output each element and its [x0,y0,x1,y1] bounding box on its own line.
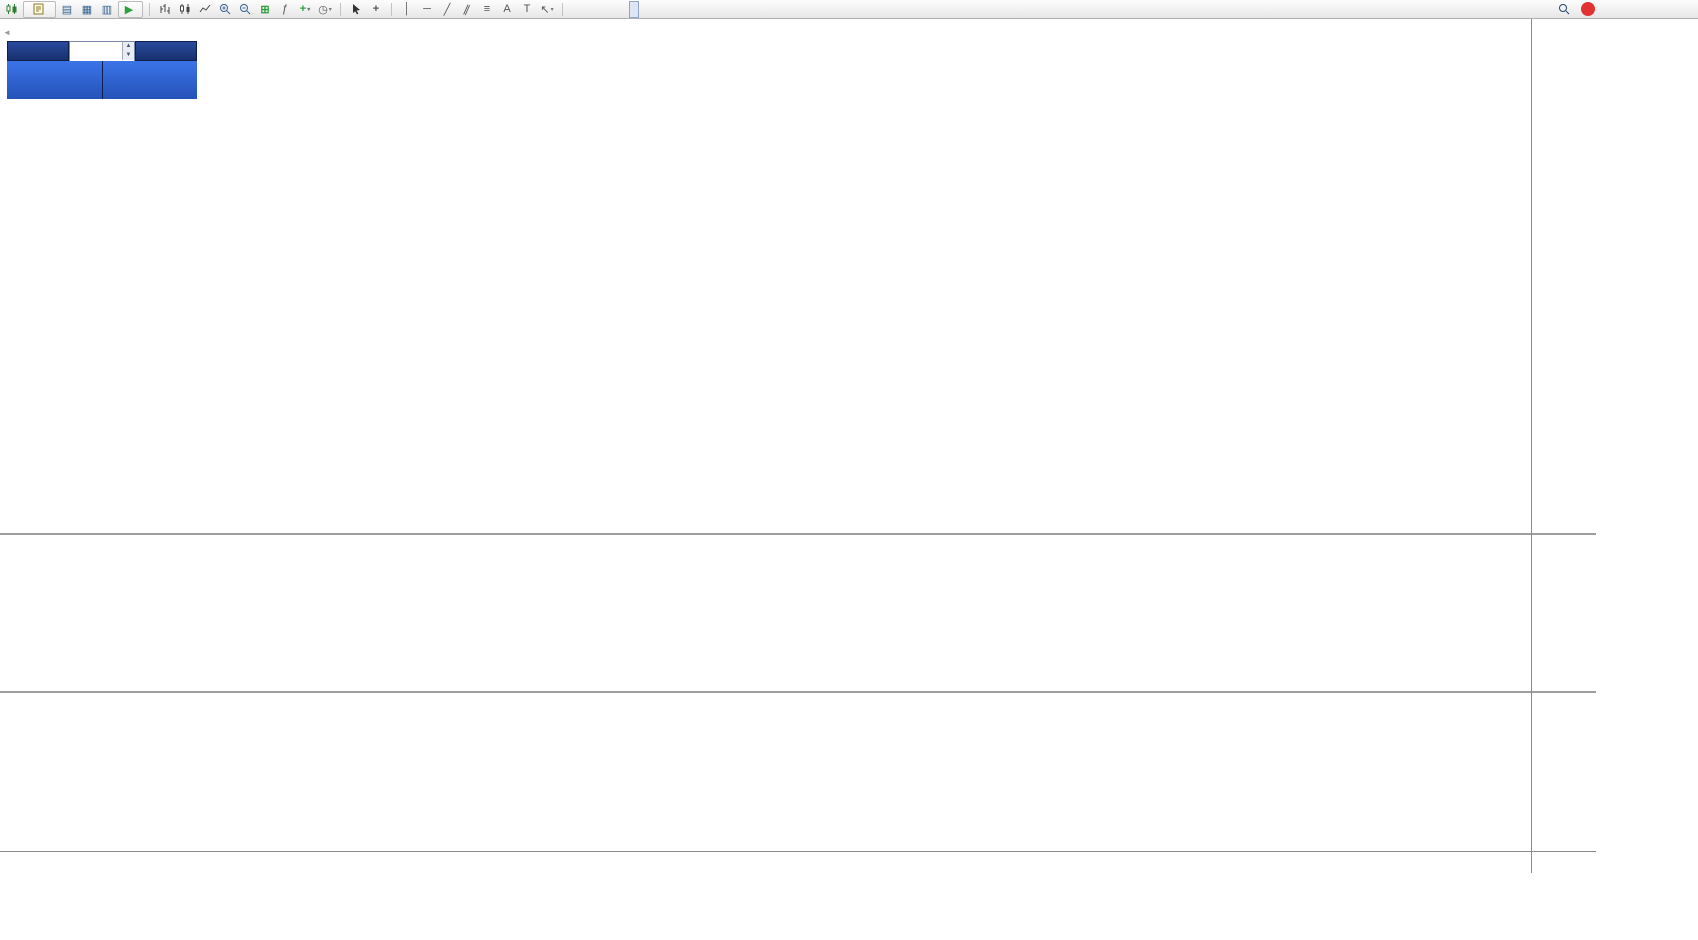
toolbar: ▤ ▦ ▥ ▶ ⊞ ƒ + ▾ ◷ ▾ + │ ─ ╱ ∥ ≡ A T ↖ ▾ [0,0,1698,19]
toolbar-separator [391,2,392,16]
arrows-tool-icon[interactable]: ↖ ▾ [540,3,554,16]
toolbar-separator [149,2,150,16]
timeframe-mn[interactable] [665,1,675,18]
crosshair-icon[interactable]: + [372,3,380,15]
timeframe-h1[interactable] [617,1,627,18]
text-icon[interactable]: A [503,3,511,15]
one-click-trading-panel: ▲ ▼ [7,41,197,99]
cursor-icon[interactable] [347,1,365,17]
bid-price-panel[interactable] [7,61,102,99]
ask-price-panel[interactable] [102,61,197,99]
data-window-icon[interactable]: ▦ [81,3,93,16]
timeframe-m5[interactable] [581,1,591,18]
new-chart-icon[interactable] [3,1,21,17]
toolbar-separator [340,2,341,16]
fibonacci-icon[interactable]: ≡ [483,3,491,15]
new-order-icon [29,1,47,17]
market-watch-icon[interactable]: ▤ [61,3,73,16]
candlestick-icon[interactable] [176,1,194,17]
timeframe-m1[interactable] [569,1,579,18]
volume-stepper: ▲ ▼ [122,42,134,60]
pane-separator-rsi[interactable] [0,691,1596,693]
timeframe-h4[interactable] [629,0,639,18]
new-order-button[interactable] [23,0,56,18]
time-axis-border [0,851,1596,852]
indicators-icon[interactable]: ƒ [281,3,289,15]
line-chart-icon[interactable] [196,1,214,17]
tile-windows-icon[interactable]: ⊞ [260,3,270,16]
timeframe-w1[interactable] [653,1,663,18]
chart-canvas[interactable] [0,0,1531,851]
one-click-toggle-icon[interactable]: ◄ [3,28,11,37]
trendline-icon[interactable]: ╱ [443,3,451,16]
sell-button[interactable] [7,41,69,61]
channel-icon[interactable]: ∥ [461,2,472,17]
zoom-out-icon[interactable] [236,1,254,17]
volume-up-icon[interactable]: ▲ [123,42,134,51]
periods-icon[interactable]: ◷ ▾ [318,3,332,16]
navigator-icon[interactable]: ▥ [101,3,113,16]
pane-separator-macd[interactable] [0,533,1596,535]
label-icon[interactable]: T [523,3,531,15]
volume-input[interactable] [70,43,134,61]
zoom-in-icon[interactable] [216,1,234,17]
autotrading-button[interactable]: ▶ [118,0,143,18]
notification-badge[interactable] [1581,2,1595,16]
buy-button[interactable] [135,41,197,61]
volume-box: ▲ ▼ [69,41,135,61]
search-icon[interactable] [1555,1,1573,17]
timeframe-m30[interactable] [605,1,615,18]
add-indicator-icon[interactable]: + ▾ [299,3,311,15]
price-axis-border [1531,19,1532,873]
timeframe-m15[interactable] [593,1,603,18]
bar-chart-icon[interactable] [156,1,174,17]
toolbar-separator [562,2,563,16]
volume-down-icon[interactable]: ▼ [123,51,134,60]
autotrading-play-icon: ▶ [124,3,134,16]
timeframe-d1[interactable] [641,1,651,18]
horizontal-line-icon[interactable]: ─ [423,3,431,15]
vertical-line-icon[interactable]: │ [403,3,411,15]
toolbar-right-group [1555,1,1595,17]
